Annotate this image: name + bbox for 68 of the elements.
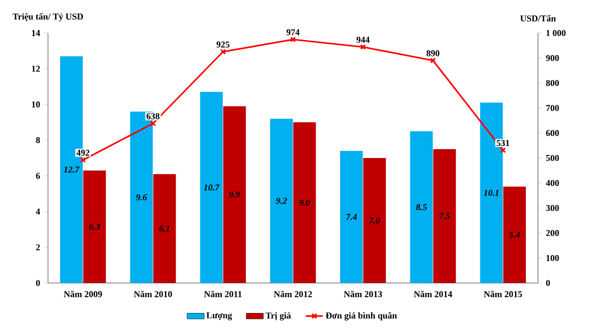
data-label: 9.9 bbox=[229, 192, 240, 198]
y-tick-label: 14 bbox=[32, 30, 40, 36]
data-label: 5.4 bbox=[509, 232, 520, 238]
bar bbox=[223, 106, 246, 283]
y-axis-title: Triệu tấn/ Tỷ USD bbox=[12, 13, 83, 22]
bar bbox=[433, 149, 456, 283]
bar bbox=[503, 186, 526, 283]
point bbox=[220, 48, 226, 55]
y2-tick-label: 500 bbox=[546, 154, 559, 162]
bar bbox=[293, 122, 316, 283]
point bbox=[290, 36, 296, 42]
x-tick-label: Năm 2011 bbox=[204, 290, 242, 298]
data-label: 7.0 bbox=[369, 217, 380, 224]
y-tick-label: 8 bbox=[36, 137, 40, 144]
x-tick-label: Năm 2012 bbox=[274, 290, 312, 298]
y-tick-label: 12 bbox=[32, 66, 40, 72]
bar bbox=[410, 131, 433, 283]
y2-tick-label: 400 bbox=[546, 180, 559, 186]
y-tick-label: 2 bbox=[36, 244, 40, 250]
bar bbox=[270, 118, 293, 283]
y2-tick-label: 600 bbox=[546, 130, 559, 136]
data-label: 10.7 bbox=[204, 184, 220, 191]
data-label: 944 bbox=[356, 36, 370, 43]
y-tick-label: 6 bbox=[36, 172, 40, 179]
x-tick-label: Năm 2013 bbox=[344, 290, 382, 298]
bar bbox=[83, 170, 106, 283]
data-label: 8.5 bbox=[416, 204, 427, 210]
data-label: 890 bbox=[426, 50, 440, 56]
legend-label: Trị giá bbox=[266, 312, 291, 320]
data-label: 925 bbox=[216, 42, 230, 48]
y2-tick-label: 0 bbox=[546, 280, 550, 286]
y2-tick-label: 800 bbox=[546, 80, 559, 86]
y2-tick-label: 700 bbox=[546, 104, 559, 112]
y-tick-label: 10 bbox=[32, 101, 40, 108]
point bbox=[360, 44, 366, 50]
y2-tick-label: 1 000 bbox=[546, 30, 566, 36]
data-label: 9.2 bbox=[276, 198, 287, 204]
y2-tick-label: 100 bbox=[546, 254, 559, 262]
point bbox=[430, 58, 436, 64]
y-tick-label: 4 bbox=[36, 208, 40, 215]
bar bbox=[363, 158, 386, 283]
legend-label: Đơn giá bình quân bbox=[326, 312, 397, 320]
data-label: 531 bbox=[496, 140, 510, 146]
data-label: 10.1 bbox=[484, 190, 498, 196]
bar bbox=[153, 174, 176, 283]
y2-tick-label: 200 bbox=[546, 230, 559, 236]
legend-label: Lượng bbox=[206, 312, 232, 320]
y2-tick-label: 300 bbox=[546, 204, 559, 212]
data-label: 6.3 bbox=[89, 224, 100, 230]
data-label: 974 bbox=[286, 29, 300, 36]
bar bbox=[340, 150, 363, 283]
x-tick-label: Năm 2009 bbox=[64, 290, 102, 298]
data-label: 7.4 bbox=[346, 214, 357, 220]
data-label: 638 bbox=[146, 113, 160, 120]
data-label: 9.6 bbox=[136, 194, 148, 200]
bar bbox=[200, 92, 223, 283]
x-tick-label: Năm 2015 bbox=[484, 290, 522, 298]
y-tick-label: 0 bbox=[36, 280, 40, 286]
data-label: 9.0 bbox=[299, 200, 310, 206]
y2-axis-title: USD/Tấn bbox=[520, 14, 556, 22]
data-label: 6.1 bbox=[159, 226, 170, 232]
data-label: 492 bbox=[76, 150, 90, 156]
data-label: 7.5 bbox=[439, 213, 450, 220]
point bbox=[150, 120, 156, 126]
x-tick-label: Năm 2010 bbox=[134, 290, 172, 298]
y2-tick-label: 900 bbox=[546, 54, 559, 62]
data-label: 12.7 bbox=[64, 166, 80, 173]
x-tick-label: Năm 2014 bbox=[414, 290, 452, 298]
